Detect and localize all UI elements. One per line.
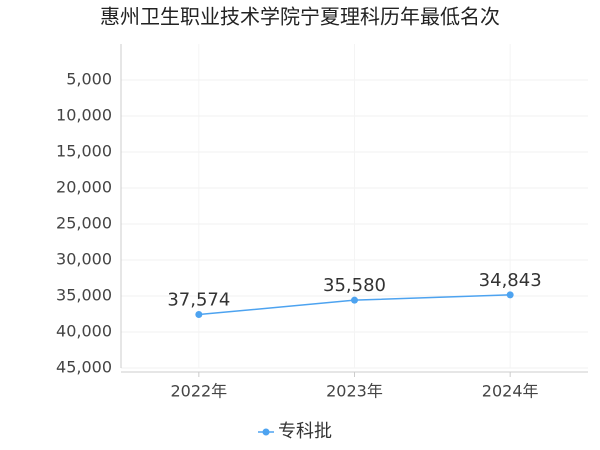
- y-tick-label: 10,000: [56, 106, 112, 125]
- value-label: 35,580: [323, 275, 386, 296]
- y-tick-label: 45,000: [56, 358, 112, 377]
- chart-title: 惠州卫生职业技术学院宁夏理科历年最低名次: [100, 5, 500, 29]
- value-label: 34,843: [479, 270, 542, 291]
- y-tick-label: 25,000: [56, 214, 112, 233]
- x-tick-label: 2023年: [326, 382, 383, 401]
- x-tick-label: 2024年: [482, 382, 539, 401]
- legend-marker: [262, 428, 270, 436]
- legend-label: 专科批: [278, 421, 332, 442]
- point: [351, 296, 358, 304]
- value-label: 37,574: [167, 290, 230, 311]
- y-tick-label: 5,000: [66, 70, 112, 89]
- y-tick-label: 35,000: [56, 286, 112, 305]
- y-tick-label: 30,000: [56, 250, 112, 269]
- y-tick-label: 40,000: [56, 322, 112, 341]
- y-tick-label: 20,000: [56, 178, 112, 197]
- point: [506, 291, 514, 299]
- point: [195, 311, 203, 319]
- x-tick-label: 2022年: [170, 382, 227, 401]
- y-tick-label: 15,000: [56, 142, 112, 161]
